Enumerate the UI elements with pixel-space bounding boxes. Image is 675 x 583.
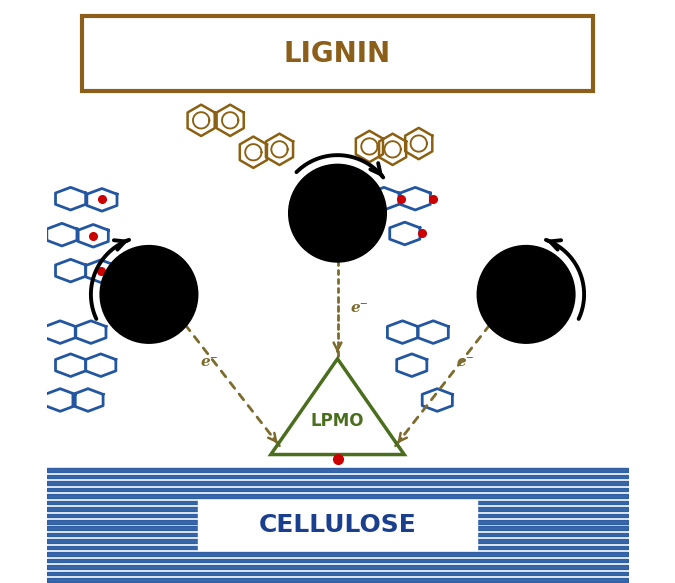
Text: CELLULOSE: CELLULOSE (259, 513, 416, 537)
Polygon shape (45, 321, 75, 343)
Polygon shape (188, 105, 215, 136)
Polygon shape (73, 389, 103, 412)
Polygon shape (397, 354, 427, 377)
Circle shape (290, 166, 385, 261)
Polygon shape (76, 321, 106, 343)
Text: LIGNIN: LIGNIN (284, 40, 391, 68)
Text: LPMO: LPMO (310, 412, 364, 430)
Text: CDH: CDH (128, 286, 171, 303)
Polygon shape (387, 321, 418, 343)
Circle shape (101, 247, 196, 342)
Polygon shape (240, 136, 267, 168)
Polygon shape (405, 128, 432, 159)
Polygon shape (369, 187, 399, 210)
Polygon shape (418, 321, 448, 343)
Text: GDH: GDH (504, 286, 549, 303)
FancyBboxPatch shape (82, 16, 593, 92)
Polygon shape (389, 222, 420, 245)
Polygon shape (217, 105, 244, 136)
Text: e⁻: e⁻ (351, 301, 369, 315)
Polygon shape (423, 389, 452, 412)
Polygon shape (47, 223, 77, 246)
Text: AAD: AAD (316, 204, 359, 222)
Polygon shape (87, 188, 117, 211)
FancyBboxPatch shape (198, 500, 477, 550)
Text: e⁻: e⁻ (200, 355, 218, 369)
Polygon shape (86, 260, 116, 283)
Polygon shape (55, 259, 86, 282)
Polygon shape (45, 389, 75, 412)
Polygon shape (400, 187, 431, 210)
Polygon shape (78, 224, 108, 247)
Polygon shape (266, 134, 293, 165)
Polygon shape (356, 131, 383, 162)
Polygon shape (86, 354, 116, 377)
Text: e⁻: e⁻ (457, 355, 475, 369)
Circle shape (479, 247, 574, 342)
Polygon shape (55, 187, 86, 210)
Polygon shape (379, 134, 406, 165)
Polygon shape (55, 354, 86, 377)
